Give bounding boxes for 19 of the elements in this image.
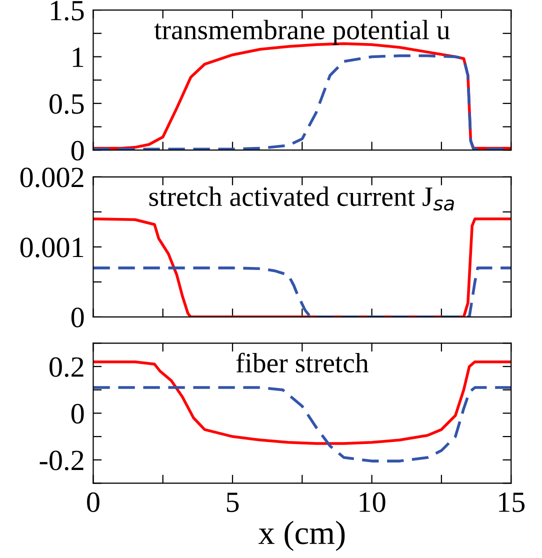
x-tick-label: 5 <box>226 492 239 512</box>
y-tick-label: 1 <box>72 48 84 67</box>
y-tick-label: 1.5 <box>51 0 84 21</box>
y-tick-label: 0.5 <box>50 94 84 114</box>
line-series <box>93 386 512 462</box>
x-axis-title: x (cm) <box>258 520 345 552</box>
y-tick-label: 0.2 <box>50 357 84 378</box>
annotation: fiber stretch <box>236 352 369 373</box>
y-tick-label: 0 <box>71 404 84 424</box>
x-tick-label: 10 <box>360 492 386 512</box>
x-tick-label: 0 <box>87 492 100 512</box>
x-tick-label: 15 <box>499 492 525 512</box>
y-tick-label: 0.002 <box>20 168 84 188</box>
y-tick-label: -0.2 <box>40 450 84 470</box>
annotation: stretch activated current J$_{sa}$ <box>149 186 454 211</box>
y-tick-label: 0 <box>71 140 84 161</box>
y-tick-label: 0 <box>71 308 84 328</box>
annotation: transmembrane potential u <box>154 20 450 46</box>
y-tick-label: 0.001 <box>20 238 84 258</box>
